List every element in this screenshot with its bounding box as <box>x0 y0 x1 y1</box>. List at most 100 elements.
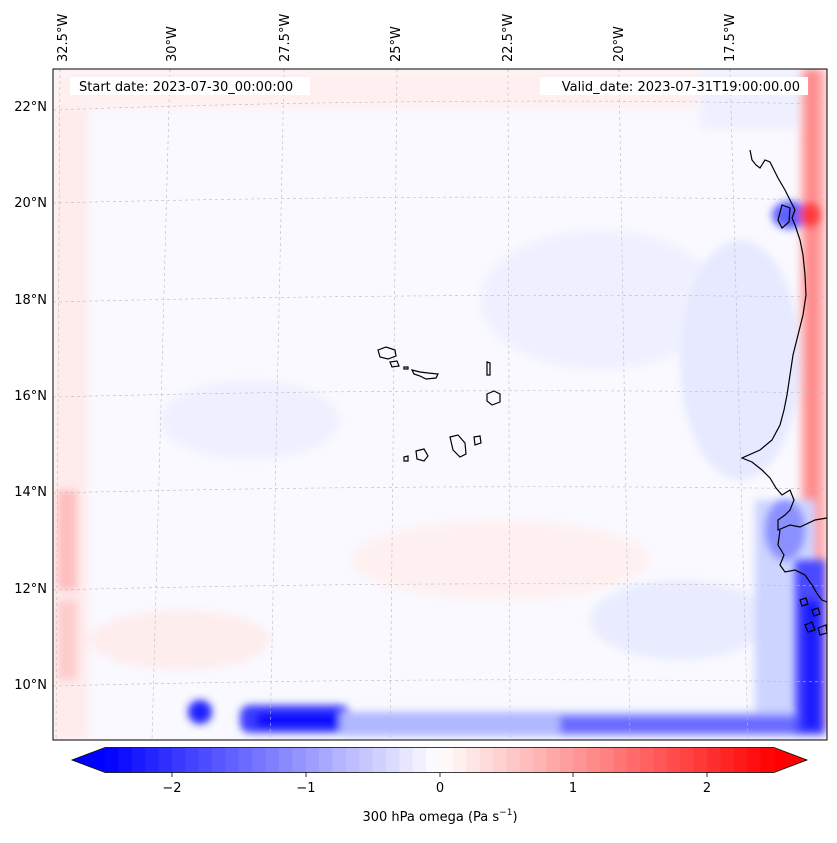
colorbar-swatch <box>733 747 748 773</box>
omega-field <box>53 69 827 740</box>
lon-tick-label: 25°W <box>389 26 404 62</box>
colorbar-swatch <box>171 747 186 773</box>
colorbar-swatch <box>185 747 200 773</box>
field-east-negative-core <box>802 600 820 730</box>
colorbar-ticks <box>171 772 708 777</box>
island-santa-luzia <box>403 366 409 370</box>
colorbar-swatch <box>238 747 253 773</box>
colorbar-swatch <box>760 747 775 773</box>
colorbar-swatch <box>573 747 588 773</box>
field-central-negative <box>480 230 720 370</box>
colorbar-tick-label: −1 <box>296 781 315 796</box>
field-coastal-negative <box>680 240 800 480</box>
field-gambia-negative <box>765 500 805 560</box>
field-west-positive-band <box>57 490 77 590</box>
lat-tick-label: 18°N <box>14 293 47 308</box>
colorbar-swatch <box>105 747 119 773</box>
colorbar-swatch <box>519 747 534 773</box>
colorbar-swatch <box>278 747 293 773</box>
colorbar-swatch <box>626 747 641 773</box>
lon-tick-label: 22.5°W <box>501 14 516 62</box>
island-sao-vicente <box>389 360 400 368</box>
lon-tick-label: 27.5°W <box>278 14 293 62</box>
gridline-lon-30 <box>151 68 171 741</box>
colorbar-label: 300 hPa omega (Pa s−1) <box>362 808 517 825</box>
island-sal <box>486 361 491 376</box>
colorbar-swatch <box>493 747 507 773</box>
colorbar-tick-label: 2 <box>703 781 711 796</box>
colorbar: −2 −1 0 1 2 300 hPa omega (Pa s−1) <box>70 747 809 825</box>
colorbar-swatch <box>680 747 695 773</box>
colorbar-swatch <box>385 747 400 773</box>
lat-tick-label: 14°N <box>14 485 47 500</box>
colorbar-swatch <box>412 747 427 773</box>
coastal-lagoon <box>777 204 791 229</box>
colorbar-swatch <box>747 747 762 773</box>
colorbar-swatch <box>546 747 561 773</box>
gridline-lon-20 <box>618 68 631 741</box>
lon-tick-label: 17.5°W <box>723 14 738 62</box>
colorbar-swatch <box>479 747 494 773</box>
lat-tick-label: 16°N <box>14 389 47 404</box>
colorbar-max-extend <box>774 748 807 772</box>
field-coast-positive-blob <box>800 203 820 227</box>
field-southeast-negative <box>590 580 770 660</box>
island-santiago <box>449 434 467 458</box>
map-frame <box>52 68 828 741</box>
island-sao-nicolau <box>410 369 439 380</box>
colorbar-swatch <box>145 747 159 773</box>
field-west-positive-band-2 <box>57 600 77 680</box>
colorbar-swatch <box>439 747 454 773</box>
colorbar-swatch <box>533 747 547 773</box>
field-south-strong-negative-core <box>255 712 340 728</box>
colorbar-swatch <box>372 747 387 773</box>
colorbar-tick-label: 1 <box>569 781 577 796</box>
lat-tick-label: 12°N <box>14 582 47 597</box>
colorbar-swatch <box>600 747 614 773</box>
colorbar-swatch <box>305 747 320 773</box>
island-fogo <box>415 448 429 462</box>
gridline-lon-27-5 <box>269 68 285 741</box>
colorbar-swatch <box>666 747 681 773</box>
island-brava <box>403 455 409 462</box>
colorbar-swatch <box>158 747 173 773</box>
gridline-lat-20 <box>52 196 828 204</box>
gridline-lon-25 <box>389 68 398 741</box>
colorbar-tick-label: −2 <box>162 781 181 796</box>
gridline-lat-22 <box>52 100 828 111</box>
colorbar-swatch <box>466 747 481 773</box>
lon-tick-label: 20°W <box>612 26 627 62</box>
lat-tick-label: 20°N <box>14 196 47 211</box>
field-west-negative <box>160 380 340 460</box>
map-panel: Start date: 2023-07-30_00:00:00 Valid_da… <box>52 68 828 741</box>
lat-tick-label: 22°N <box>14 100 47 115</box>
colorbar-swatch <box>559 747 574 773</box>
start-date-box <box>70 77 310 95</box>
colorbar-swatch <box>118 747 133 773</box>
field-southwest-positive <box>90 610 270 670</box>
start-date-label: Start date: 2023-07-30_00:00:00 <box>79 80 293 95</box>
gridline-lat-10 <box>52 679 828 687</box>
colorbar-swatch <box>225 747 240 773</box>
lat-tick-label: 10°N <box>14 678 47 693</box>
coastlines <box>377 149 828 636</box>
colorbar-swatch <box>426 747 440 773</box>
valid-date-label: Valid_date: 2023-07-31T19:00:00.00 <box>562 80 800 95</box>
valid-date-box <box>540 77 808 95</box>
island-santo-antao <box>377 346 397 360</box>
gridline-lon-32-5 <box>55 68 61 741</box>
colorbar-swatch <box>359 747 373 773</box>
colorbar-swatch <box>292 747 307 773</box>
colorbar-swatch <box>399 747 414 773</box>
colorbar-swatch <box>198 747 213 773</box>
colorbar-tick-label: 0 <box>436 781 444 796</box>
colorbar-swatch <box>586 747 601 773</box>
gridline-lat-16 <box>52 390 828 398</box>
colorbar-swatch <box>452 747 467 773</box>
africa-coastline <box>740 149 828 531</box>
field-south-positive <box>350 520 650 600</box>
colorbar-swatches <box>105 747 775 773</box>
gridlines <box>52 68 828 741</box>
colorbar-tick-labels: −2 −1 0 1 2 <box>162 781 711 796</box>
